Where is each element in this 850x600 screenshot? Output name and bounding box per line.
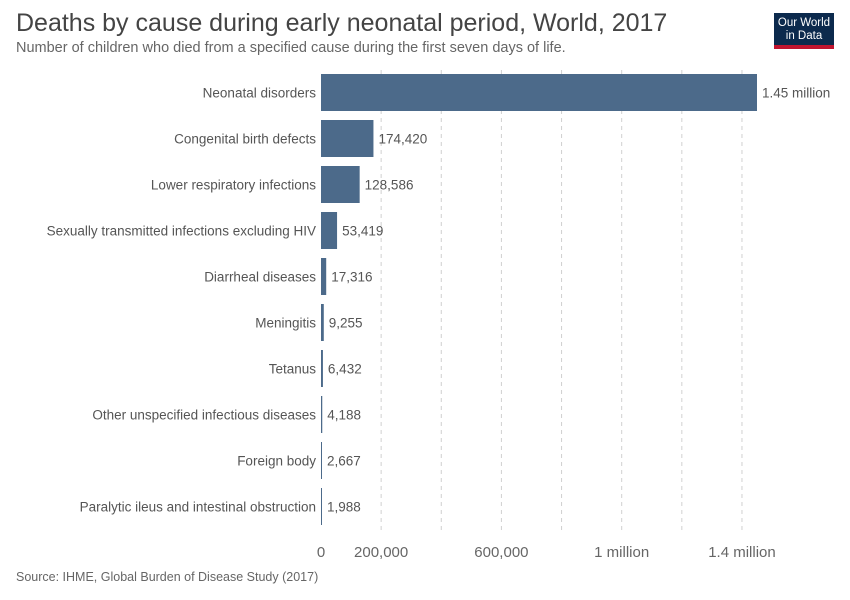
chart-title: Deaths by cause during early neonatal pe…: [16, 9, 668, 37]
value-label: 9,255: [329, 316, 363, 331]
x-tick-label: 600,000: [474, 544, 528, 561]
chart-subtitle: Number of children who died from a speci…: [16, 40, 566, 56]
bar: [321, 74, 757, 111]
bar: [321, 212, 338, 249]
value-label: 174,420: [378, 132, 427, 147]
category-label: Paralytic ileus and intestinal obstructi…: [80, 500, 316, 515]
logo-line-2: in Data: [785, 30, 823, 42]
category-label: Tetanus: [269, 362, 317, 377]
bar: [321, 120, 374, 157]
value-label: 1.45 million: [762, 86, 830, 101]
x-tick-label: 0: [317, 544, 325, 561]
bars: [321, 74, 757, 525]
category-label: Congenital birth defects: [174, 132, 316, 147]
category-label: Sexually transmitted infections excludin…: [47, 224, 316, 239]
value-label: 53,419: [342, 224, 383, 239]
bar: [321, 258, 327, 295]
bar: [321, 396, 323, 433]
gridlines: [380, 70, 743, 530]
source-note: Source: IHME, Global Burden of Disease S…: [16, 570, 319, 584]
x-tick-label: 1.4 million: [708, 544, 776, 561]
value-label: 4,188: [327, 408, 361, 423]
bar: [321, 488, 322, 525]
bar: [321, 350, 323, 387]
logo-line-1: Our World: [777, 17, 831, 29]
value-label: 2,667: [327, 454, 361, 469]
category-label: Neonatal disorders: [203, 86, 317, 101]
owid-logo[interactable]: Our World in Data: [774, 13, 834, 49]
bar: [321, 442, 322, 479]
value-label: 6,432: [328, 362, 362, 377]
value-label: 17,316: [331, 270, 372, 285]
value-label: 1,988: [327, 500, 361, 515]
category-label: Foreign body: [237, 454, 316, 469]
x-axis-ticks: 0 200,000 600,000 1 million 1.4 million: [317, 544, 776, 561]
labels: Neonatal disorders 1.45 million Congenital…: [47, 86, 831, 515]
category-label: Lower respiratory infections: [151, 178, 316, 193]
category-label: Other unspecified infectious diseases: [92, 408, 316, 423]
category-label: Diarrheal diseases: [204, 270, 316, 285]
bar: [321, 166, 360, 203]
x-tick-label: 200,000: [354, 544, 408, 561]
category-label: Meningitis: [255, 316, 316, 331]
value-label: 128,586: [365, 178, 414, 193]
x-tick-label: 1 million: [594, 544, 649, 561]
bar: [321, 304, 324, 341]
